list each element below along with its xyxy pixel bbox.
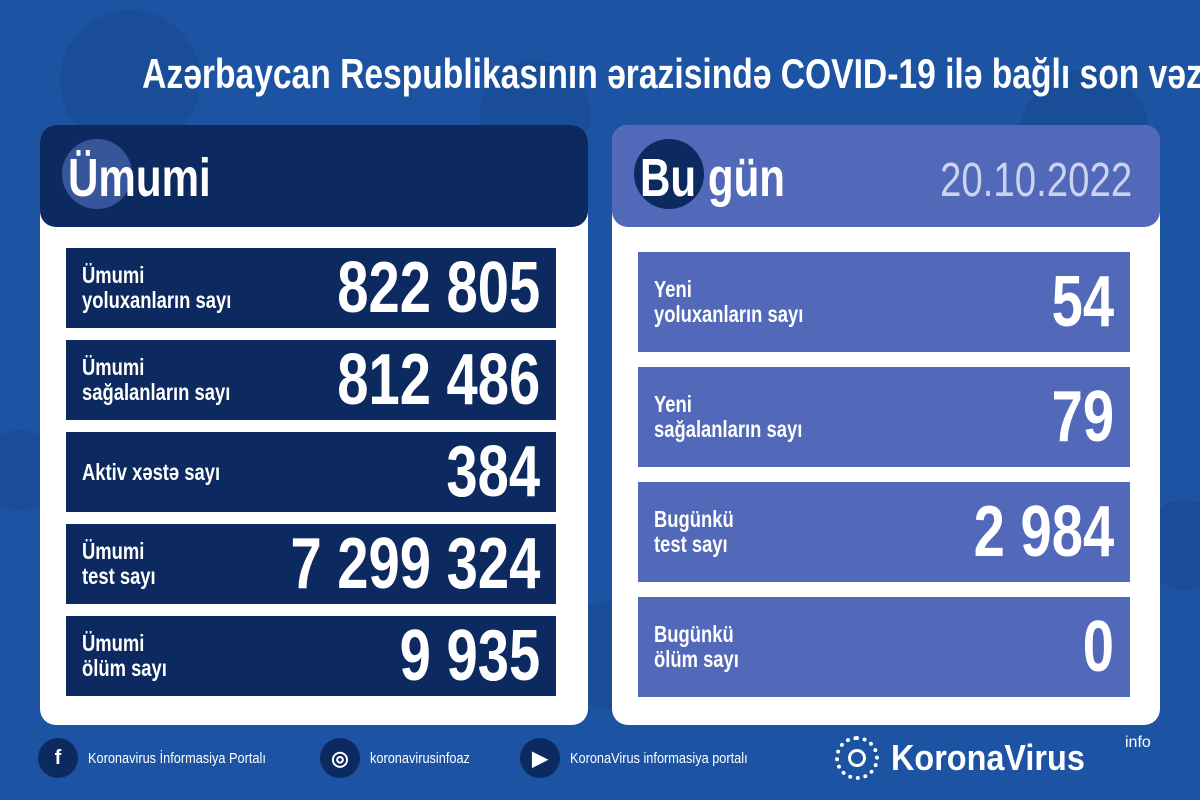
total-heading: Ümumi	[68, 148, 211, 208]
stat-row: Aktiv xəstə sayı 384	[66, 432, 556, 512]
title-text: Azərbaycan Respublikasının ərazisində CO…	[142, 50, 1200, 97]
virus-icon	[62, 139, 132, 209]
stat-value: 2 984	[973, 492, 1114, 572]
virus-icon	[634, 139, 704, 209]
facebook-link[interactable]: f Koronavirus İnformasiya Portalı	[38, 738, 297, 778]
brand-logo: KoronaVirus info	[835, 734, 1151, 780]
stat-value: 79	[1051, 377, 1114, 457]
stat-value: 54	[1051, 262, 1114, 342]
total-header: Ümumi	[40, 125, 588, 227]
stat-value: 822 805	[336, 248, 540, 328]
stat-label: Ümumi test sayı	[82, 538, 156, 589]
instagram-link[interactable]: ◎ koronavirusinfoaz	[320, 738, 488, 778]
stat-row: Ümumi test sayı 7 299 324	[66, 524, 556, 604]
stat-label: Bugünkü test sayı	[654, 506, 734, 557]
facebook-icon: f	[38, 738, 78, 778]
stat-value: 0	[1082, 607, 1114, 687]
stat-label: Ümumi sağalanların sayı	[82, 354, 231, 405]
stat-row: Ümumi ölüm sayı 9 935	[66, 616, 556, 696]
today-panel: Bu gün 20.10.2022 Yeni yoluxanların sayı 5…	[612, 125, 1160, 725]
stat-label: Aktiv xəstə sayı	[82, 458, 221, 485]
stat-row: Yeni yoluxanların sayı 54	[638, 252, 1130, 352]
stat-value: 9 935	[399, 616, 540, 696]
stat-row: Yeni sağalanların sayı 79	[638, 367, 1130, 467]
stat-value: 812 486	[336, 340, 540, 420]
today-heading: Bu gün	[640, 148, 786, 208]
stat-value: 7 299 324	[290, 524, 540, 604]
stat-label: Ümumi yoluxanların sayı	[82, 262, 232, 313]
stat-row: Bugünkü ölüm sayı 0	[638, 597, 1130, 697]
stat-label: Yeni sağalanların sayı	[654, 391, 803, 442]
stat-row: Ümumi yoluxanların sayı 822 805	[66, 248, 556, 328]
today-header: Bu gün 20.10.2022	[612, 125, 1160, 227]
total-panel: Ümumi Ümumi yoluxanların sayı 822 805 Ümum…	[40, 125, 588, 725]
instagram-icon: ◎	[320, 738, 360, 778]
stat-label: Yeni yoluxanların sayı	[654, 276, 804, 327]
footer: f Koronavirus İnformasiya Portalı ◎ korona…	[0, 734, 1200, 788]
stat-row: Bugünkü test sayı 2 984	[638, 482, 1130, 582]
youtube-icon: ▶	[520, 738, 560, 778]
stat-row: Ümumi sağalanların sayı 812 486	[66, 340, 556, 420]
page-title: Azərbaycan Respublikasının ərazisində CO…	[0, 50, 1200, 98]
youtube-link[interactable]: ▶ KoronaVirus informasiya portalı	[520, 738, 779, 778]
stat-label: Bugünkü ölüm sayı	[654, 621, 739, 672]
today-date: 20.10.2022	[939, 154, 1132, 207]
stat-label: Ümumi ölüm sayı	[82, 630, 167, 681]
stat-value: 384	[446, 432, 540, 512]
sun-logo-icon	[835, 736, 879, 780]
